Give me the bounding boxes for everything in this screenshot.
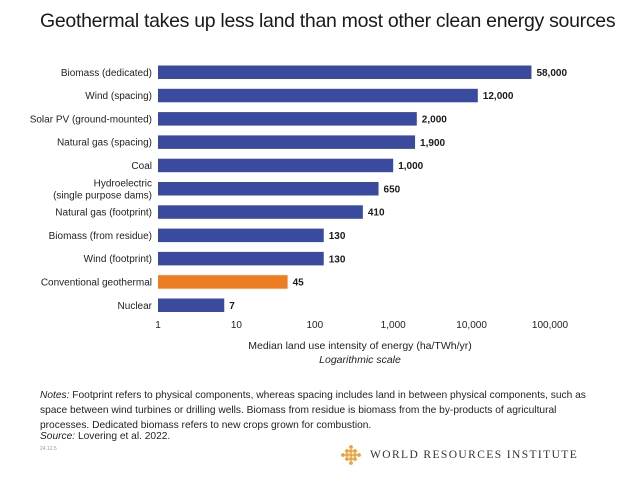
bar — [158, 228, 324, 243]
wri-logo: WORLD RESOURCES INSTITUTE — [340, 444, 578, 466]
bar — [158, 158, 394, 173]
bar-value-label: 7 — [229, 301, 235, 312]
wri-logo-text: WORLD RESOURCES INSTITUTE — [370, 449, 579, 461]
bar-value-label: 1,900 — [420, 138, 445, 149]
bar — [158, 65, 532, 79]
bar-value-label: 130 — [329, 231, 346, 242]
bar — [158, 112, 417, 126]
category-label: Natural gas (footprint) — [55, 208, 152, 219]
bar — [158, 135, 416, 149]
source-text: Lovering et al. 2022. — [75, 431, 171, 442]
bar-value-label: 2,000 — [422, 114, 447, 125]
bar-value-label: 12,000 — [483, 91, 514, 102]
category-label: Hydroelectric (single purpose dams) — [53, 178, 152, 201]
x-tick-label: 100,000 — [532, 320, 569, 331]
bar-value-label: 45 — [293, 278, 305, 289]
figure-code: 24.12.5 — [40, 446, 57, 452]
notes-text: Footprint refers to physical components,… — [40, 390, 586, 431]
x-tick-label: 10 — [231, 320, 243, 331]
wri-logo-icon — [341, 445, 361, 465]
category-label: Nuclear — [118, 301, 153, 312]
x-tick-label: 100 — [306, 320, 323, 331]
category-label: Natural gas (spacing) — [57, 138, 152, 149]
category-label: Wind (spacing) — [85, 91, 152, 102]
source-lead: Source: — [40, 431, 76, 442]
x-tick-label: 1,000 — [381, 320, 406, 331]
bar — [158, 251, 324, 266]
notes-lead: Notes: — [40, 390, 70, 401]
bar-value-label: 650 — [384, 184, 401, 195]
x-tick-label: 1 — [155, 320, 161, 331]
x-axis-label: Median land use intensity of energy (ha/… — [248, 340, 472, 352]
category-label: Wind (footprint) — [84, 254, 152, 265]
bar — [158, 205, 363, 219]
x-axis-sublabel: Logarithmic scale — [319, 354, 401, 366]
notes: Notes: Footprint refers to physical comp… — [40, 388, 600, 433]
source: Source: Lovering et al. 2022. — [40, 431, 170, 442]
bar — [158, 275, 288, 289]
chart-title: Geothermal takes up less land than most … — [40, 10, 616, 32]
bar — [158, 88, 478, 103]
x-tick-label: 10,000 — [456, 320, 487, 331]
category-label: Solar PV (ground-mounted) — [30, 114, 152, 125]
bar-value-label: 58,000 — [536, 68, 567, 79]
bar-value-label: 410 — [368, 208, 385, 219]
category-label: Conventional geothermal — [41, 277, 152, 288]
bar — [158, 298, 225, 312]
category-label: Biomass (dedicated) — [61, 68, 152, 79]
bar-value-label: 130 — [329, 254, 346, 265]
bar — [158, 182, 379, 196]
bar-value-label: 1,000 — [398, 161, 423, 172]
category-label: Coal — [131, 161, 152, 172]
category-label: Biomass (from residue) — [49, 231, 152, 242]
